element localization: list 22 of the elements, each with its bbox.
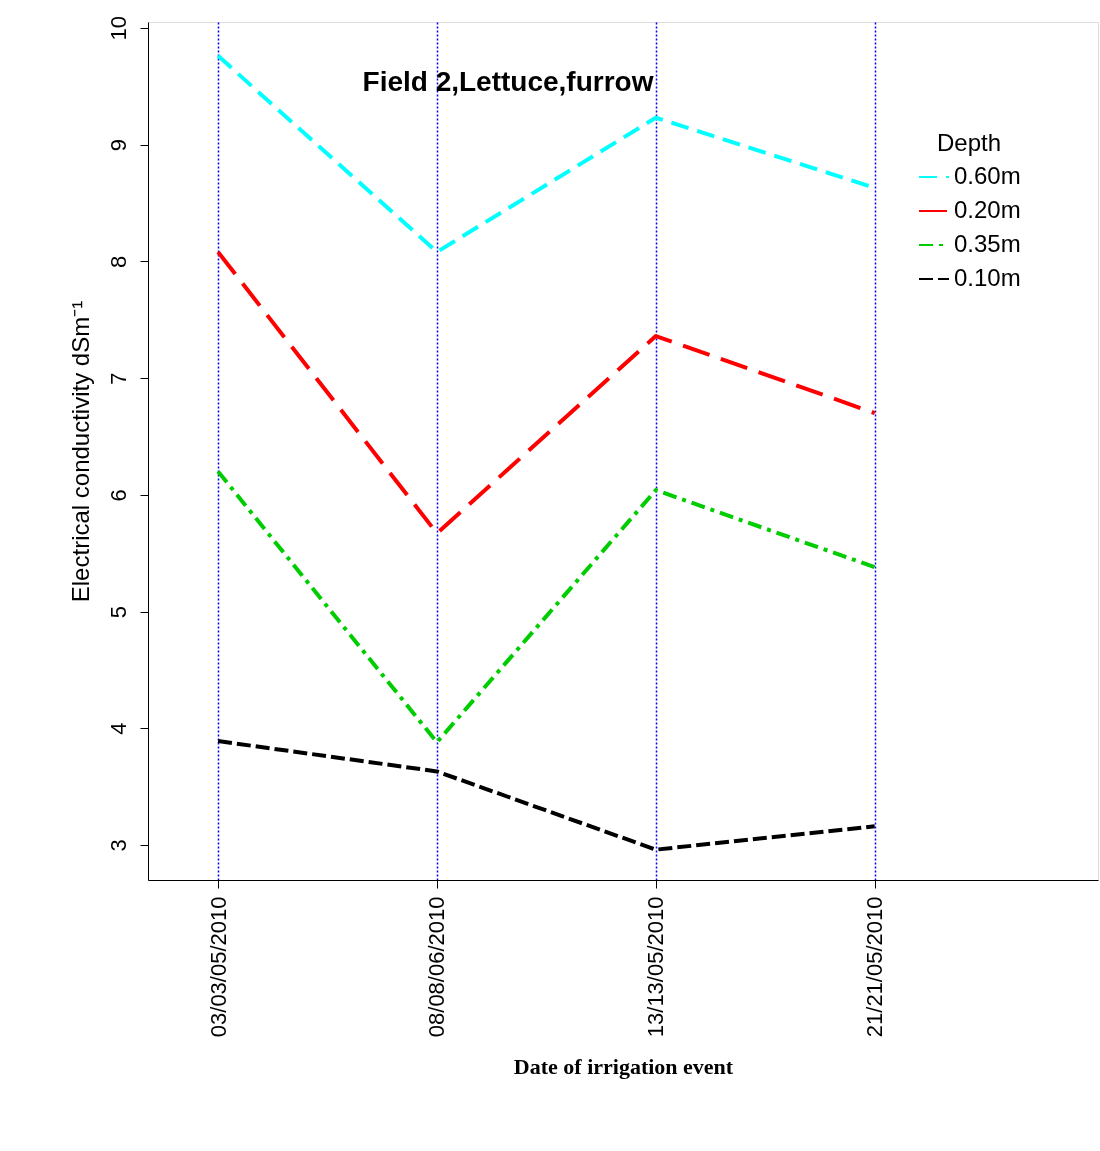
y-tick-label: 9 bbox=[105, 138, 131, 152]
line-series bbox=[216, 739, 877, 852]
legend-label: 0.35m bbox=[954, 230, 1021, 257]
y-tick-label: 8 bbox=[105, 255, 131, 268]
y-tick-label: 3 bbox=[105, 839, 131, 852]
legend-label: 0.10m bbox=[954, 264, 1021, 291]
legend-label: 0.20m bbox=[954, 196, 1021, 223]
y-axis-title: Electrical conductivity dSm⁻¹ bbox=[66, 300, 94, 603]
x-tick-label: 03/03/05/2010 bbox=[205, 896, 231, 1038]
line-series bbox=[216, 469, 877, 745]
x-tick-label: 13/13/05/2010 bbox=[643, 896, 669, 1038]
legend-label: 0.60m bbox=[954, 162, 1021, 189]
x-axis-title: Date of irrigation event bbox=[513, 1054, 734, 1080]
text: Field 2,Lettuce,furrow bbox=[362, 66, 654, 97]
y-tick-label: 7 bbox=[105, 372, 131, 385]
legend-title: Depth bbox=[936, 129, 1002, 156]
y-tick-label: 10 bbox=[105, 16, 131, 41]
y-tick-label: 6 bbox=[105, 489, 131, 502]
y-tick-label: 5 bbox=[105, 605, 131, 619]
y-tick-label: 4 bbox=[105, 722, 131, 735]
x-tick-label: 21/21/05/2010 bbox=[862, 896, 888, 1038]
x-tick-label: 08/08/06/2010 bbox=[424, 896, 450, 1038]
